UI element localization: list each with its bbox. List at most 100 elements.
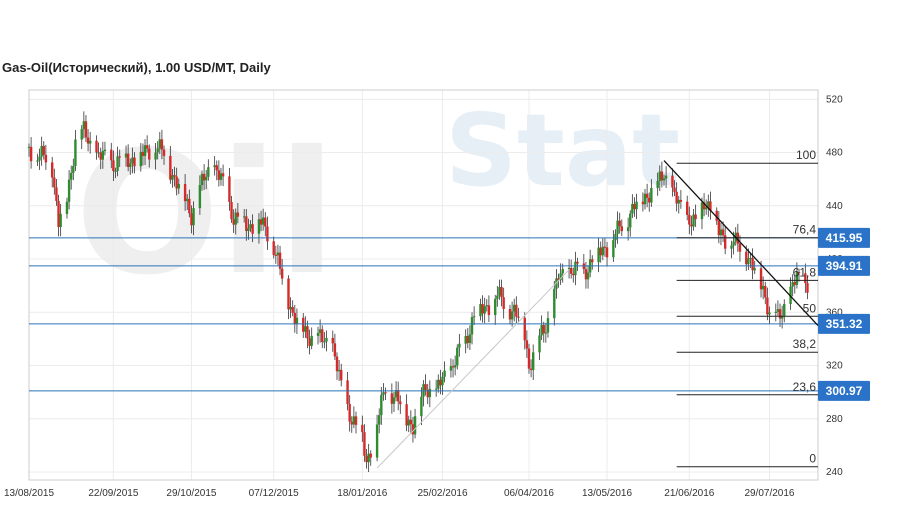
candle-up bbox=[289, 307, 292, 310]
candle-down bbox=[806, 283, 809, 293]
candle-up bbox=[747, 258, 750, 265]
candle-down bbox=[487, 305, 491, 315]
candle-down bbox=[605, 247, 609, 258]
candle-down bbox=[145, 145, 149, 149]
y-axis: 240280320360400440480520 bbox=[826, 94, 843, 478]
candle-up bbox=[704, 207, 708, 210]
candle-down bbox=[160, 139, 164, 150]
candle-down bbox=[517, 316, 520, 318]
candle-down bbox=[173, 175, 176, 177]
candle-up bbox=[441, 376, 444, 386]
candle-down bbox=[202, 173, 206, 181]
candle-up bbox=[614, 233, 617, 241]
candle-up bbox=[643, 193, 647, 205]
fibonacci-retracement[interactable]: 100 76,4 61,8 50 38,2 23,6 0 bbox=[676, 148, 818, 468]
candle-up bbox=[692, 214, 695, 227]
candle-up bbox=[635, 201, 638, 210]
candle-up bbox=[114, 170, 117, 172]
candle-up bbox=[171, 175, 174, 180]
candle-up bbox=[154, 152, 157, 160]
candle-up bbox=[456, 347, 459, 366]
oilstat-watermark: Oil Stat bbox=[75, 92, 680, 313]
candle-down bbox=[384, 392, 387, 394]
candle-up bbox=[97, 152, 100, 154]
candle-down bbox=[29, 146, 33, 162]
candle-down bbox=[51, 162, 54, 178]
candle-up bbox=[276, 252, 280, 256]
y-tick-label: 480 bbox=[826, 148, 843, 159]
candle-down bbox=[335, 356, 339, 372]
candle-down bbox=[141, 151, 145, 156]
candle-up bbox=[494, 298, 497, 315]
candle-up bbox=[88, 140, 92, 144]
candle-down bbox=[584, 269, 588, 280]
candle-up bbox=[247, 228, 250, 232]
candle-up bbox=[749, 257, 752, 259]
candle-down bbox=[396, 390, 400, 402]
candle-down bbox=[620, 226, 624, 232]
candle-down bbox=[363, 432, 366, 456]
candle-up bbox=[316, 332, 320, 336]
candle-down bbox=[582, 263, 586, 270]
candle-down bbox=[502, 297, 505, 309]
candle-down bbox=[671, 175, 674, 188]
candlestick-series bbox=[27, 111, 809, 473]
candle-down bbox=[675, 191, 678, 204]
candle-up bbox=[434, 388, 438, 390]
candle-down bbox=[778, 309, 782, 319]
candle-down bbox=[424, 384, 427, 390]
horizontal-levels[interactable]: 415.95 394.91 351.32 300.97 bbox=[29, 227, 870, 401]
candle-down bbox=[188, 198, 191, 214]
candle-down bbox=[346, 380, 349, 404]
candle-up bbox=[198, 185, 202, 209]
x-tick-label: 18/01/2016 bbox=[337, 488, 387, 499]
candle-down bbox=[215, 165, 218, 171]
candle-down bbox=[411, 424, 415, 435]
candle-down bbox=[365, 455, 368, 463]
fib-level-label: 100 bbox=[796, 148, 816, 162]
candle-up bbox=[139, 151, 143, 167]
price-level-badge bbox=[818, 227, 870, 248]
candle-up bbox=[67, 179, 71, 202]
candle-down bbox=[331, 337, 334, 344]
x-tick-label: 07/12/2015 bbox=[249, 488, 299, 499]
candle-down bbox=[572, 273, 575, 276]
candle-down bbox=[112, 160, 115, 172]
candle-up bbox=[219, 173, 223, 180]
candle-up bbox=[65, 201, 69, 214]
candle-up bbox=[38, 156, 41, 161]
candle-up bbox=[323, 341, 326, 343]
candle-down bbox=[162, 149, 166, 156]
candle-down bbox=[333, 343, 337, 357]
price-level-label: 415.95 bbox=[826, 231, 863, 245]
candle-up bbox=[69, 172, 73, 180]
candle-down bbox=[190, 213, 193, 226]
candle-down bbox=[542, 325, 545, 334]
fib-level-label: 50 bbox=[803, 301, 817, 315]
candle-up bbox=[103, 149, 107, 152]
candle-down bbox=[641, 201, 645, 205]
candle-up bbox=[101, 151, 105, 160]
candle-up bbox=[567, 267, 571, 270]
candle-down bbox=[618, 220, 621, 227]
fib-level-label: 38,2 bbox=[793, 337, 817, 351]
candle-up bbox=[310, 335, 313, 346]
candle-up bbox=[677, 199, 680, 204]
candle-down bbox=[133, 157, 136, 167]
candle-down bbox=[557, 278, 560, 281]
candle-up bbox=[538, 335, 541, 353]
candle-down bbox=[95, 140, 98, 153]
candle-down bbox=[175, 176, 178, 189]
trendlines[interactable] bbox=[376, 160, 819, 469]
candle-up bbox=[791, 282, 794, 287]
candle-up bbox=[700, 202, 704, 220]
candle-down bbox=[99, 152, 102, 160]
candle-up bbox=[472, 316, 476, 318]
candle-down bbox=[409, 419, 413, 425]
candle-down bbox=[169, 155, 172, 180]
candle-up bbox=[561, 269, 564, 274]
candle-down bbox=[272, 241, 275, 255]
candle-down bbox=[264, 217, 267, 227]
candle-down bbox=[302, 317, 305, 332]
